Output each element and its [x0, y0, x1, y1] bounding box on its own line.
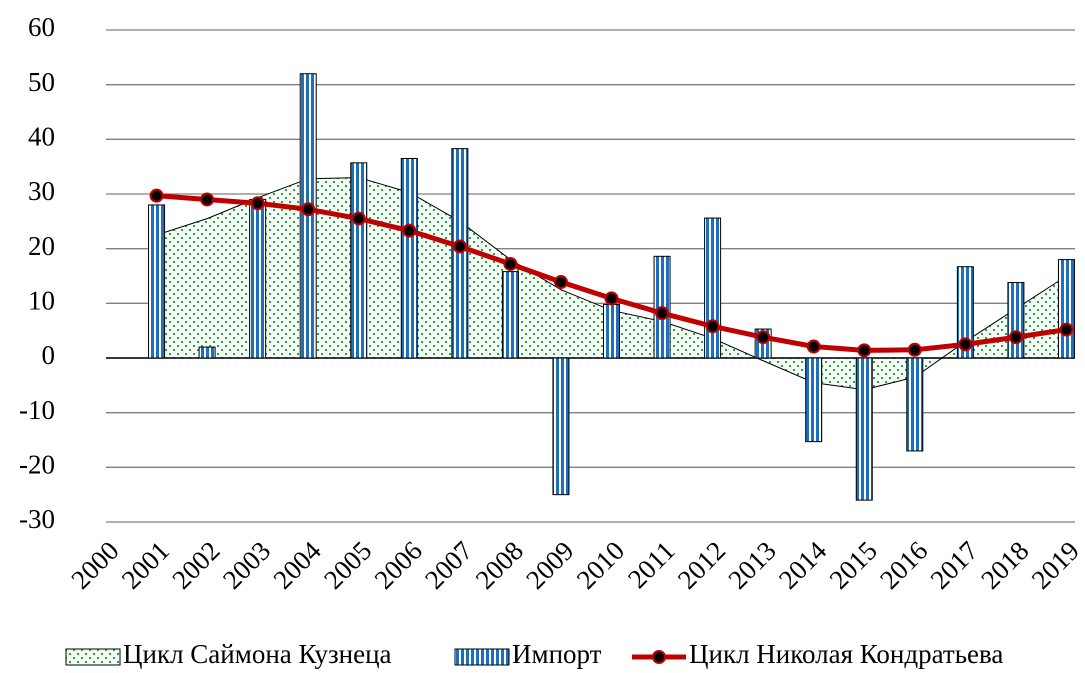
marker	[402, 223, 417, 238]
bar	[1057, 259, 1075, 359]
x-tick-label: 2019	[1026, 535, 1085, 594]
bar	[956, 266, 974, 359]
x-tick-label: 2014	[773, 535, 833, 595]
y-tick-label: 20	[28, 231, 55, 261]
bar	[855, 357, 873, 501]
marker	[452, 239, 467, 254]
bar	[249, 198, 267, 359]
marker	[1059, 322, 1074, 337]
marker	[250, 196, 265, 211]
bar	[603, 303, 620, 359]
bar	[350, 162, 368, 359]
bar	[148, 204, 166, 359]
y-tick-label: 0	[42, 340, 56, 370]
x-tick-label: 2001	[116, 535, 175, 594]
x-tick-label: 2005	[318, 535, 377, 594]
bar	[805, 357, 823, 443]
marker	[200, 192, 215, 207]
marker	[756, 330, 771, 345]
area	[156, 177, 1067, 390]
bar	[198, 346, 216, 359]
bar	[906, 357, 924, 452]
legend-label: Цикл Саймона Кузнеца	[123, 639, 392, 669]
y-tick-label: 50	[28, 67, 55, 97]
legend-swatch	[454, 648, 510, 666]
x-tick-label: 2017	[925, 535, 984, 594]
marker	[958, 337, 973, 352]
x-tick-label: 2010	[571, 535, 630, 594]
y-tick-label: 40	[28, 122, 55, 152]
x-tick-label: 2004	[267, 535, 327, 595]
marker	[705, 319, 720, 334]
legend-swatch	[65, 648, 121, 666]
bar	[552, 357, 570, 496]
x-tick-label: 2000	[65, 535, 124, 594]
x-tick-label: 2013	[722, 535, 781, 594]
y-tick-label: -30	[19, 504, 55, 534]
y-tick-label: -10	[19, 395, 55, 425]
y-tick-label: 30	[28, 176, 55, 206]
x-tick-label: 2006	[369, 535, 428, 594]
marker	[907, 342, 922, 357]
marker	[503, 256, 518, 271]
marker	[149, 188, 164, 203]
marker	[1008, 330, 1023, 345]
marker	[301, 202, 316, 217]
bar	[501, 271, 519, 359]
marker	[604, 291, 619, 306]
x-tick-label: 2016	[874, 535, 933, 594]
marker	[553, 275, 568, 290]
x-tick-label: 2008	[470, 535, 529, 594]
x-tick-label: 2018	[975, 535, 1034, 594]
y-tick-label: 60	[28, 12, 55, 42]
y-tick-label: -20	[19, 450, 55, 480]
x-tick-label: 2002	[166, 535, 225, 594]
x-tick-label: 2012	[672, 535, 731, 594]
x-tick-label: 2011	[622, 535, 681, 594]
bar	[704, 217, 722, 359]
x-tick-label: 2003	[217, 535, 276, 594]
marker	[806, 339, 821, 354]
bar	[400, 157, 418, 359]
x-tick-label: 2007	[419, 535, 478, 594]
x-tick-label: 2015	[823, 535, 882, 594]
marker	[655, 306, 670, 321]
marker	[857, 343, 872, 358]
bar	[1007, 282, 1025, 359]
legend-label: Импорт	[512, 639, 602, 669]
y-tick-label: 10	[28, 286, 55, 316]
x-tick-label: 2009	[520, 535, 579, 594]
marker	[351, 211, 366, 226]
legend-marker	[652, 650, 666, 664]
legend-label: Цикл Николая Кондратьева	[689, 639, 1003, 669]
